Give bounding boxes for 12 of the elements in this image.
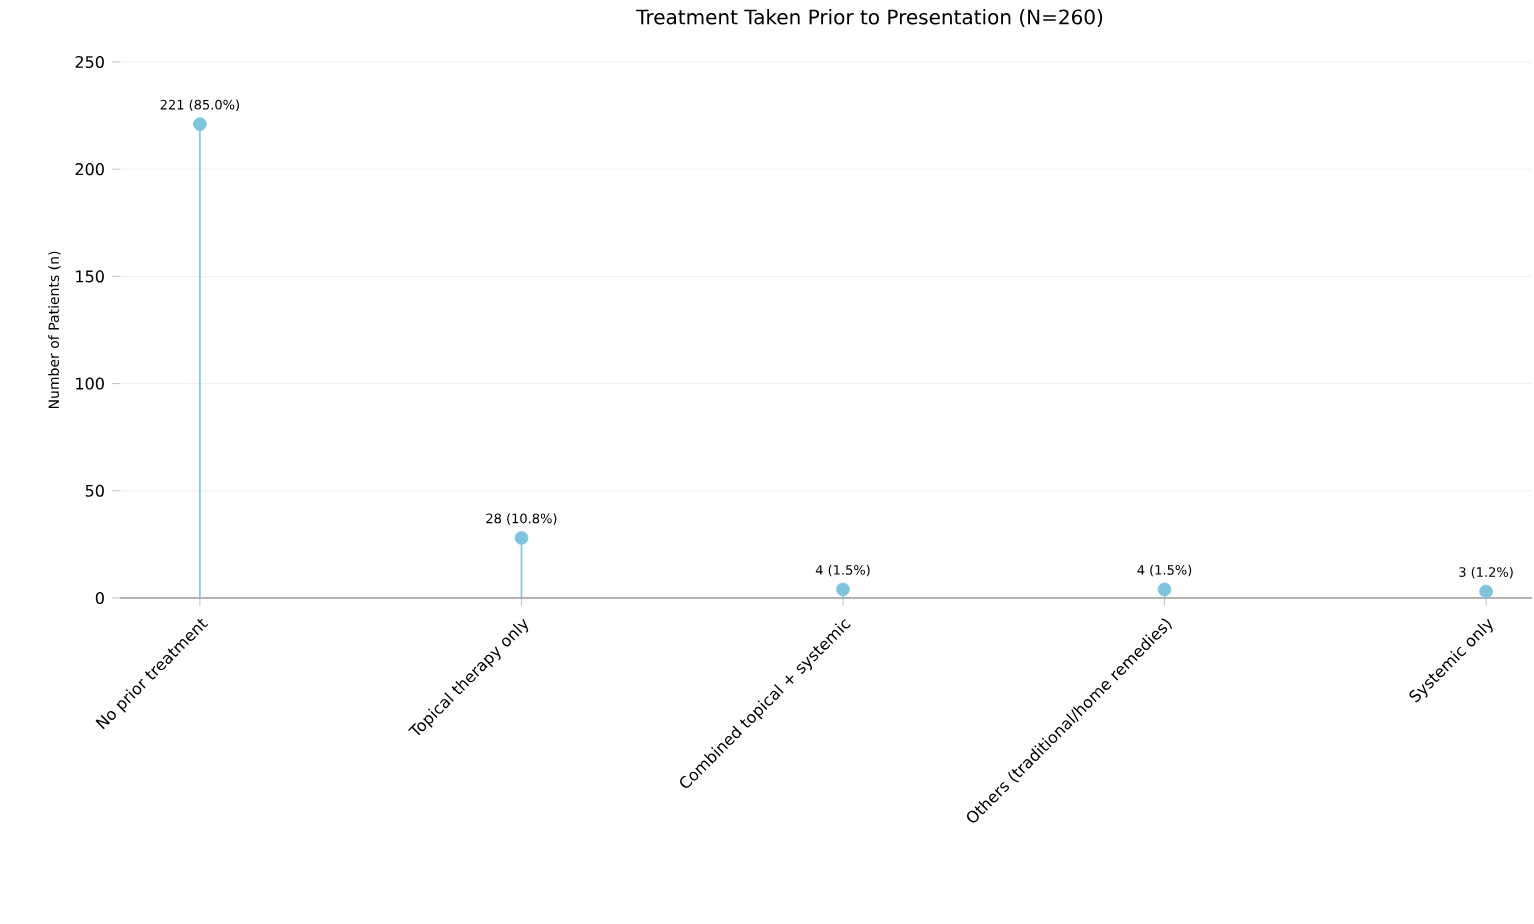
chart-title: Treatment Taken Prior to Presentation (N=260) — [636, 9, 1103, 27]
point — [514, 531, 529, 545]
point — [193, 117, 207, 131]
y-tick-label: 50 — [85, 484, 104, 497]
y-tick-label: 0 — [95, 591, 104, 605]
point — [1157, 582, 1172, 597]
point — [1479, 584, 1493, 599]
y-tick-label: 200 — [75, 163, 104, 176]
y-tick-label: 150 — [76, 270, 104, 283]
point — [836, 582, 850, 597]
y-tick-label: 100 — [76, 377, 104, 390]
y-tick-label: 250 — [75, 55, 104, 69]
